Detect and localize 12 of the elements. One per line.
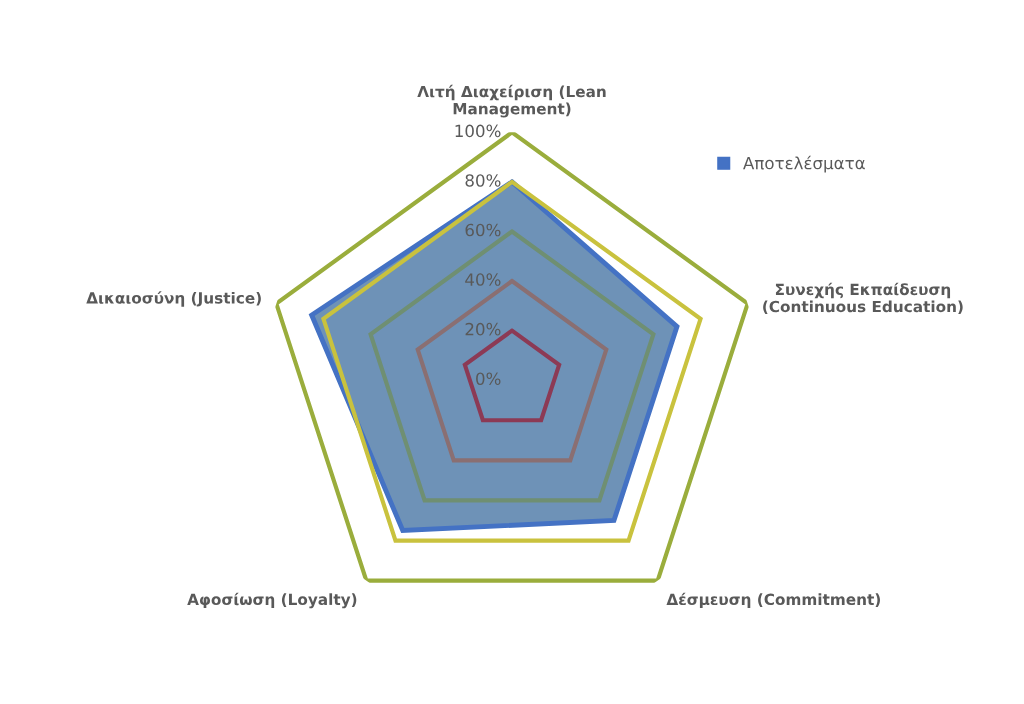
y-tick-label: 100% (455, 124, 501, 138)
y-tick-label: 80% (465, 174, 501, 187)
y-tick-label: 0% (476, 372, 501, 385)
y-tick-label: 40% (465, 273, 501, 286)
spoke-label: Δέσμευση (Commitment) (666, 592, 880, 609)
spoke-label: Δικαιοσύνη (Justice) (86, 291, 261, 307)
spoke-label: Λιτή Διαχείριση (Lean Management) (417, 84, 606, 118)
legend-label: Αποτελέσματα (743, 155, 865, 173)
spoke-label: Αφοσίωση (Loyalty) (187, 592, 357, 609)
spoke-label: Συνεχής Εκπαίδευση (Continuous Education) (763, 282, 963, 315)
y-tick-label: 60% (465, 223, 501, 237)
y-tick-label: 20% (465, 322, 501, 336)
